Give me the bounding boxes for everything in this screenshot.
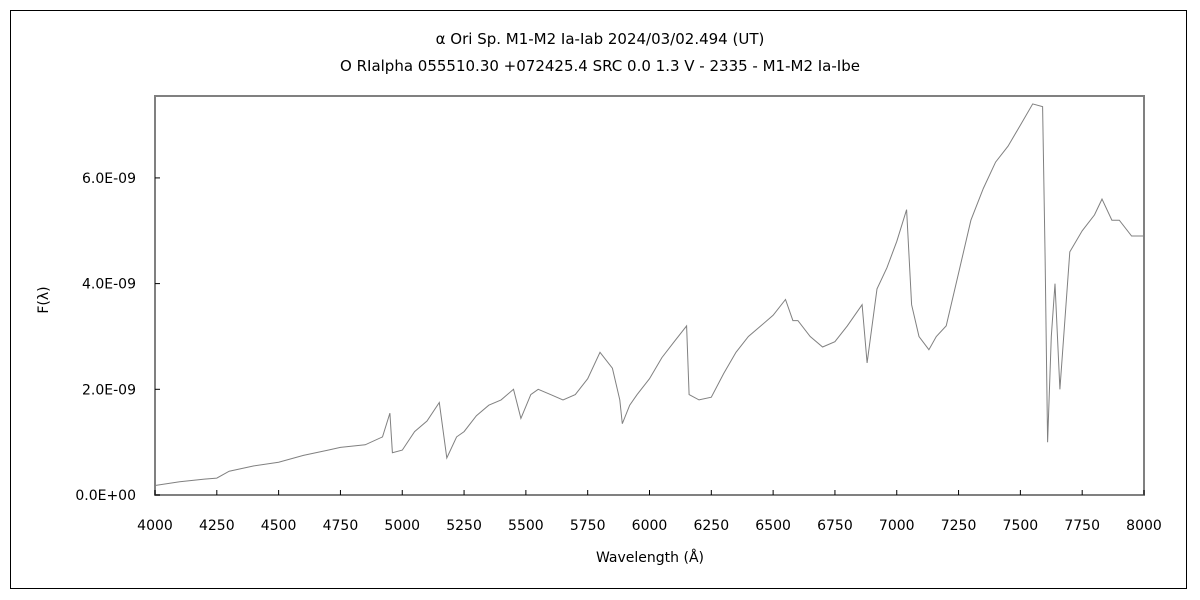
y-tick-label: 4.0E-09 [82,277,136,293]
x-tick-label: 6500 [755,518,791,534]
x-tick-label: 6250 [693,518,729,534]
x-tick-label: 4000 [137,518,173,534]
x-tick-label: 7000 [879,518,915,534]
x-tick-label: 7250 [941,518,977,534]
x-tick-label: 4250 [199,518,235,534]
x-tick-label: 4500 [261,518,297,534]
x-axis-label: Wavelength (Å) [596,549,704,566]
x-tick-label: 6750 [817,518,853,534]
y-tick-label: 0.0E+00 [75,488,136,504]
x-tick-label: 6000 [632,518,668,534]
x-tick-label: 5000 [384,518,420,534]
y-axis-label: F(λ) [36,286,52,313]
x-tick-label: 7500 [1003,518,1039,534]
x-tick-label: 5500 [508,518,544,534]
spectrum-line [154,103,1144,486]
x-tick-label: 5750 [570,518,606,534]
x-tick-label: 7750 [1064,518,1100,534]
plot-area [154,95,1145,496]
chart-frame [10,10,1187,589]
chart-title: α Ori Sp. M1-M2 Ia-Iab 2024/03/02.494 (U… [435,30,765,48]
x-tick-label: 4750 [323,518,359,534]
chart-subtitle: O RIalpha 055510.30 +072425.4 SRC 0.0 1.… [340,57,860,75]
x-tick-label: 5250 [446,518,482,534]
x-tick-label: 8000 [1126,518,1162,534]
y-tick-label: 2.0E-09 [82,382,136,398]
y-tick-label: 6.0E-09 [82,171,136,187]
